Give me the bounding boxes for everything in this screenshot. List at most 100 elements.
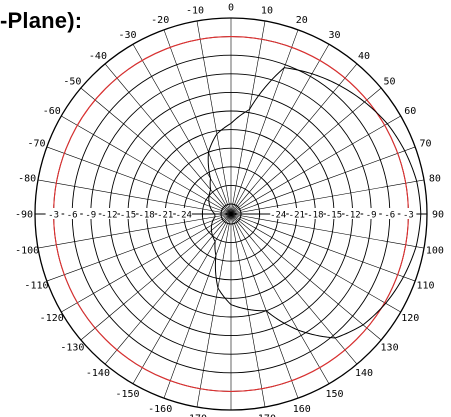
angle-label: 160 xyxy=(293,404,311,415)
radial-label: -9 xyxy=(85,211,96,221)
grid-spoke xyxy=(230,115,401,215)
angle-label: 80 xyxy=(429,174,441,185)
angle-label: -140 xyxy=(86,368,110,379)
angle-label: 30 xyxy=(328,30,340,41)
radial-label: -6 xyxy=(67,211,78,221)
grid-spoke xyxy=(230,213,330,384)
grid-spoke xyxy=(230,213,299,399)
radial-label: -3 xyxy=(48,211,59,221)
radial-label: -3 xyxy=(403,211,414,221)
angle-label: 120 xyxy=(401,313,419,324)
grid-spoke xyxy=(230,213,266,408)
grid-spoke xyxy=(230,20,266,215)
chart-title: -Plane): xyxy=(0,8,83,33)
angle-label: 10 xyxy=(261,6,273,17)
radiation-trace xyxy=(207,67,422,339)
radial-label-bg xyxy=(64,208,81,219)
grid-spoke xyxy=(163,29,232,215)
radial-label-bg xyxy=(175,208,192,219)
angle-label: -170 xyxy=(183,413,207,417)
angle-label: 110 xyxy=(416,280,434,291)
angle-label: -150 xyxy=(115,389,139,400)
radial-label-bg xyxy=(326,208,342,219)
radial-label: -24 xyxy=(176,211,192,221)
grid-spoke xyxy=(230,44,330,215)
radial-label: -12 xyxy=(344,211,360,221)
radial-label: -18 xyxy=(307,211,323,221)
grid-spoke xyxy=(230,213,358,365)
radial-label-bg xyxy=(101,208,118,219)
angle-label: 0 xyxy=(228,3,234,14)
radial-label: -9 xyxy=(366,211,377,221)
radial-label: -12 xyxy=(101,211,117,221)
radial-label-bg xyxy=(381,208,398,219)
angle-label: -110 xyxy=(24,280,48,291)
radial-label-bg xyxy=(363,208,380,219)
grid-spoke xyxy=(37,179,232,215)
radial-label-bg xyxy=(82,208,99,219)
angle-label: -20 xyxy=(151,15,169,26)
grid-spoke xyxy=(61,213,232,313)
angle-label: 40 xyxy=(358,51,370,62)
angle-label: -90 xyxy=(15,210,33,221)
radial-label-bg xyxy=(400,208,417,219)
radial-label-bg xyxy=(120,208,136,219)
angle-label: -60 xyxy=(43,106,61,117)
angle-label: -70 xyxy=(27,139,45,150)
grid-spoke xyxy=(230,63,358,215)
angle-label: 170 xyxy=(258,413,276,417)
radial-label-bg xyxy=(307,208,324,219)
radial-label-bg xyxy=(157,208,174,219)
radial-labels: -3 -3-6 -6-9 -9-12 -12-15 -15-18 -18-21 -21-24-… xyxy=(45,208,417,221)
radial-label: -21 xyxy=(157,211,173,221)
angle-label: -30 xyxy=(118,30,136,41)
angle-label: -40 xyxy=(89,51,107,62)
angle-label: -80 xyxy=(18,174,36,185)
angle-label: 150 xyxy=(325,389,343,400)
angle-label: 50 xyxy=(384,76,396,87)
angle-label: 70 xyxy=(419,139,431,150)
angle-label: -120 xyxy=(40,313,64,324)
grid-spoke xyxy=(230,213,401,313)
grid-spoke xyxy=(104,213,232,365)
grid-spoke xyxy=(61,115,232,215)
angle-label: 100 xyxy=(426,245,444,256)
radial-label-bg xyxy=(344,208,361,219)
grid-spoke xyxy=(196,20,232,215)
grid-spoke xyxy=(230,179,425,215)
radial-label: -18 xyxy=(138,211,154,221)
grid-spoke xyxy=(196,213,232,408)
grid-spoke xyxy=(230,87,382,215)
radial-label-bg xyxy=(45,208,62,219)
angle-label: 130 xyxy=(381,343,399,354)
radial-label: -15 xyxy=(120,211,136,221)
grid-spoke xyxy=(230,29,299,215)
grid-spoke xyxy=(46,213,232,282)
angle-label: -160 xyxy=(148,404,172,415)
radial-label-bg xyxy=(138,208,155,219)
radial-label: -15 xyxy=(326,211,342,221)
angle-label: -50 xyxy=(63,76,81,87)
angle-label: -130 xyxy=(60,343,84,354)
grid-spoke xyxy=(230,213,382,341)
radial-label-bg xyxy=(288,208,305,219)
angle-label: 90 xyxy=(432,210,444,221)
grid-spoke xyxy=(163,213,232,399)
angle-label: -10 xyxy=(186,6,204,17)
grid-spoke xyxy=(46,146,232,215)
angle-label: -100 xyxy=(15,245,39,256)
grid-spoke xyxy=(230,213,425,249)
grid-spoke xyxy=(104,63,232,215)
grid-spoke xyxy=(37,213,232,249)
grid-spoke xyxy=(230,146,416,215)
radial-label-bg xyxy=(270,208,287,219)
grid-spoke xyxy=(230,213,416,282)
radial-label: -21 xyxy=(289,211,305,221)
grid-spoke xyxy=(132,44,232,215)
radial-label: -24 xyxy=(270,211,286,221)
angle-label: 20 xyxy=(296,15,308,26)
grid-spoke xyxy=(80,213,232,341)
series-line xyxy=(207,67,422,339)
grid-spoke xyxy=(80,87,232,215)
